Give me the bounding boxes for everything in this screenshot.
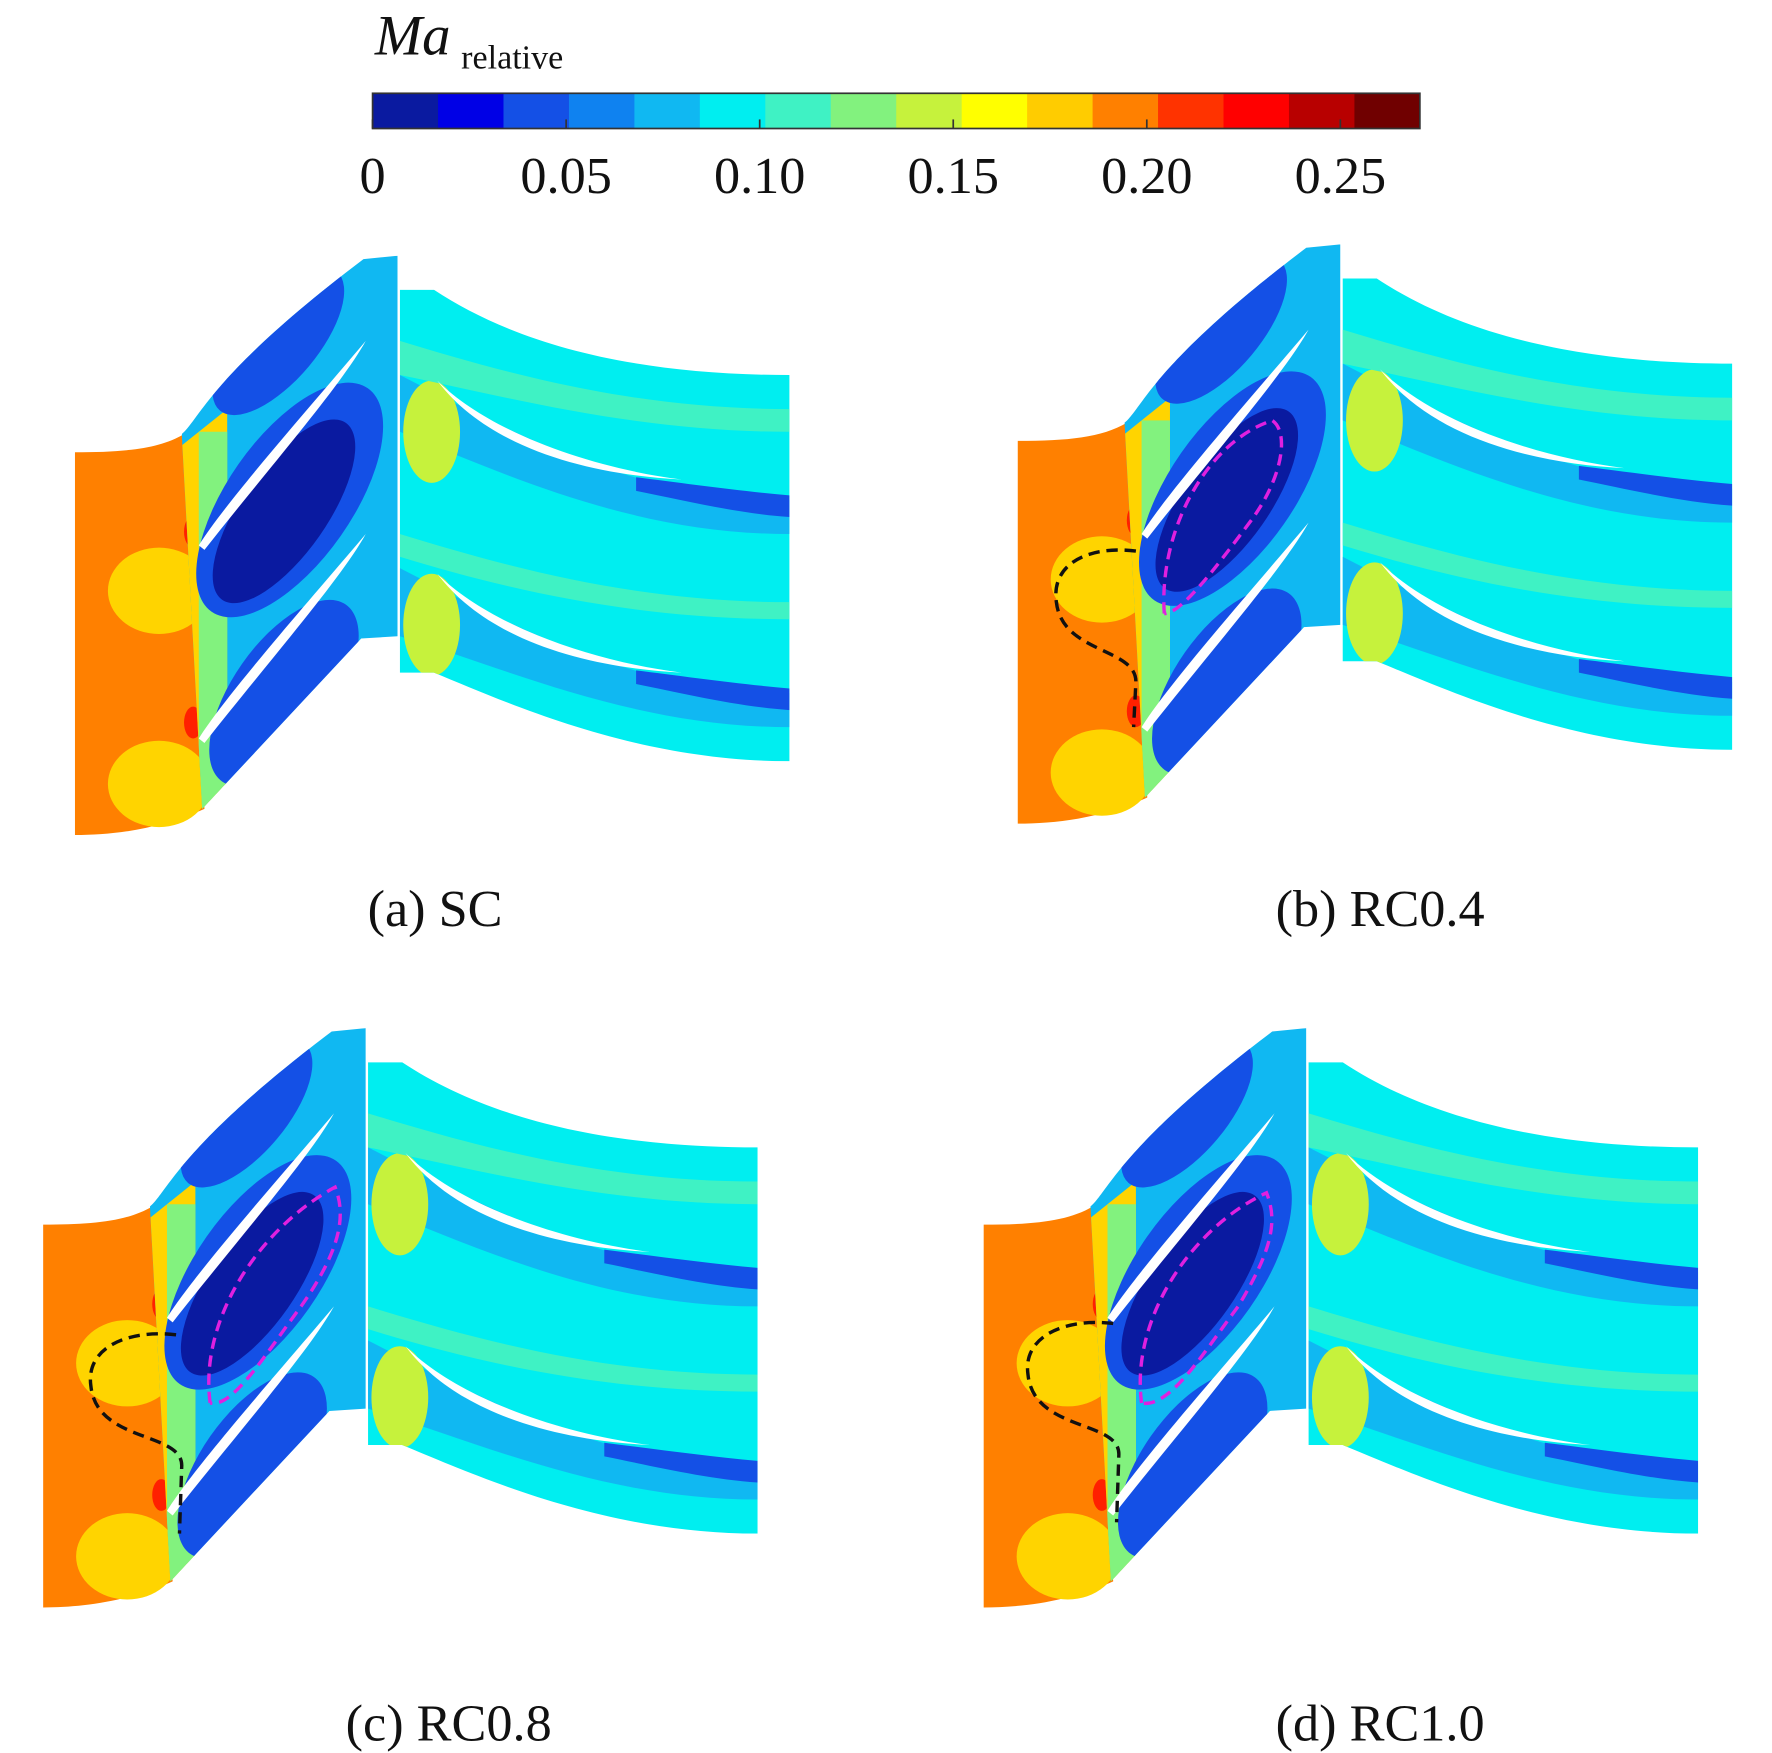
colorbar-frame [371,92,1421,130]
colorbar-tick-label: 0.20 [1101,147,1192,205]
colorbar-segment [699,93,766,129]
contour-d [984,1018,1704,1607]
colorbar-tick-label: 0.25 [1295,147,1386,205]
caption: (d) RC1.0 [1276,1694,1485,1752]
colorbar-segment [1027,93,1094,129]
contour-b [1018,234,1738,823]
colorbar-segment [438,93,505,129]
caption: (b) RC0.4 [1276,880,1485,938]
colorbar-segment [830,93,897,129]
colorbar-segment [1354,93,1421,129]
colorbar-tick-label: 0.10 [714,147,805,205]
contour-c [43,1018,763,1607]
colorbar-segment [634,93,701,129]
colorbar-tick-label: 0.15 [908,147,999,205]
colorbar-segment [765,93,832,129]
colorbar-segment [1158,93,1225,129]
colorbar-segment [1092,93,1159,129]
colorbar-segment [1223,93,1290,129]
colorbar-title: Ma [374,5,451,68]
colorbar-segment [961,93,1028,129]
colorbar-subscript: relative [461,39,563,76]
caption: (a) SC [368,880,503,938]
colorbar-segment [568,93,635,129]
colorbar-segment [896,93,963,129]
colorbar-tick-label: 0 [360,147,386,205]
caption: (c) RC0.8 [346,1694,552,1752]
colorbar-tick-label: 0.05 [520,147,611,205]
colorbar: 0 0.05 0.10 0.15 0.20 0.25 [360,92,1421,205]
contour-a [75,246,795,835]
colorbar-segment [503,93,570,129]
colorbar-segment [1288,93,1355,129]
annotations [88,418,1284,1534]
colorbar-segment [372,93,439,129]
